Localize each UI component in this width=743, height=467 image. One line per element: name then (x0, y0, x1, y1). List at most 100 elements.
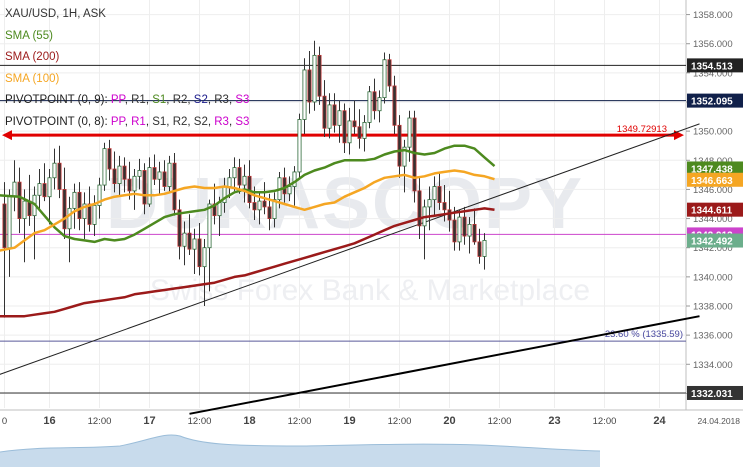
y-tick-label: 1358.000 (693, 10, 733, 21)
axis-layer: 1332.0001334.0001336.0001338.0001340.000… (2, 10, 740, 427)
legend-text: R3 (214, 115, 229, 128)
legend-text: SMA (100) (5, 72, 60, 85)
x-tick-label: 12:00 (388, 416, 412, 427)
candle-body (432, 186, 437, 201)
legend-line[interactable]: SMA (200) (5, 47, 249, 69)
candle-body (417, 190, 422, 227)
candle-body (182, 232, 187, 247)
candle-body (22, 200, 27, 219)
legend-text: R3 (214, 94, 229, 106)
candle-body (12, 181, 17, 198)
legend-text: , (166, 94, 173, 106)
x-tick-label: 12:00 (593, 416, 617, 427)
candle-body (337, 110, 342, 126)
legend-text: S1 (152, 94, 167, 106)
candle-body (317, 54, 322, 97)
legend-line[interactable]: XAU/USD, 1H, ASK (5, 4, 249, 26)
candle-body (242, 175, 247, 186)
legend-text: PP (110, 94, 125, 106)
candle-body (327, 104, 332, 129)
candle-body (97, 184, 102, 206)
candle-body (352, 120, 357, 128)
legend-text: PP (110, 115, 125, 128)
trendline-layer (0, 123, 700, 415)
legend-text: PIVOTPOINT (0, 9): (5, 94, 111, 106)
candle-body (447, 209, 452, 221)
y-tick-label: 1334.000 (693, 360, 733, 371)
candle-body (377, 97, 382, 112)
candle-body (407, 117, 412, 148)
y-tick-label: 1348.000 (693, 156, 733, 167)
candle-body (82, 203, 87, 219)
x-tick-label: 12:00 (288, 416, 312, 427)
candle-body (62, 189, 67, 230)
x-tick-label: 12:00 (488, 416, 512, 427)
legend-line[interactable]: PIVOTPOINT (0, 8): PP, R1, S1, R2, S2, R… (5, 112, 249, 134)
candle-body (297, 119, 302, 173)
price-tag: 1344.611 (691, 206, 733, 217)
legend-line[interactable]: SMA (100) (5, 69, 249, 91)
legend-text: , (187, 115, 194, 128)
price-tag: 1342.492 (691, 237, 733, 248)
y-tick-label: 1340.000 (693, 272, 733, 283)
navigator-line (0, 434, 601, 453)
legend-line[interactable]: SMA (55) (5, 26, 249, 48)
y-tick-label: 1342.000 (693, 243, 733, 254)
candle-body (262, 200, 267, 208)
level-price-tag-bg (687, 58, 743, 73)
legend-line[interactable]: PIVOTPOINT (0, 9): PP, R1, S1, R2, S2, R… (5, 90, 249, 112)
x-tick-label: 19 (343, 415, 355, 427)
candle-body (302, 69, 307, 120)
y-tick-label: 1344.000 (693, 214, 733, 225)
x-tick-label: 16 (43, 415, 55, 427)
candle-body (217, 202, 222, 217)
candle-body (102, 148, 107, 186)
legend-text: , (124, 115, 132, 128)
candle-body (107, 148, 112, 170)
legend-text: , (207, 115, 215, 128)
candle-body (307, 69, 312, 103)
level-price-tag: 1352.095 (691, 97, 733, 108)
resistance-label: 1349.72913 (617, 124, 667, 135)
candle-body (357, 126, 362, 139)
price-tag-bg (687, 161, 743, 176)
candle-body (367, 91, 372, 123)
candle-body (197, 238, 202, 268)
y-tick-label: 1346.000 (693, 185, 733, 196)
candle-body (152, 167, 157, 180)
legend-text: S3 (235, 94, 250, 106)
candle-body (372, 91, 377, 112)
candle-body (457, 216, 462, 243)
x-tick-label: 24 (653, 415, 666, 427)
sma-line (0, 144, 496, 244)
sma-line (0, 207, 495, 318)
y-tick-label: 1354.000 (693, 68, 733, 79)
x-tick-label: 12:00 (188, 416, 212, 427)
candle-body (237, 167, 242, 186)
candle-body (482, 240, 487, 257)
candle-body (227, 177, 232, 187)
candle-body (232, 167, 237, 179)
trendline (189, 315, 700, 415)
candle-body (392, 85, 397, 126)
candle-body (292, 171, 297, 187)
candle-body (402, 146, 407, 167)
candle-body (252, 202, 257, 211)
moving-averages-layer (0, 144, 496, 318)
candle-body (472, 223, 477, 243)
price-tags-layer: 1354.5131352.0951342.9131332.0311347.438… (687, 58, 743, 400)
candle-body (342, 110, 347, 144)
candle-body (347, 120, 352, 144)
candle-body (322, 95, 327, 129)
candle-body (467, 223, 472, 237)
candle-body (167, 162, 172, 187)
candle-body (427, 199, 432, 208)
legend-text: S1 (152, 115, 167, 128)
candle-body (77, 191, 82, 219)
candle-body (67, 207, 72, 230)
y-tick-label: 1356.000 (693, 39, 733, 50)
candle-body (117, 165, 122, 185)
